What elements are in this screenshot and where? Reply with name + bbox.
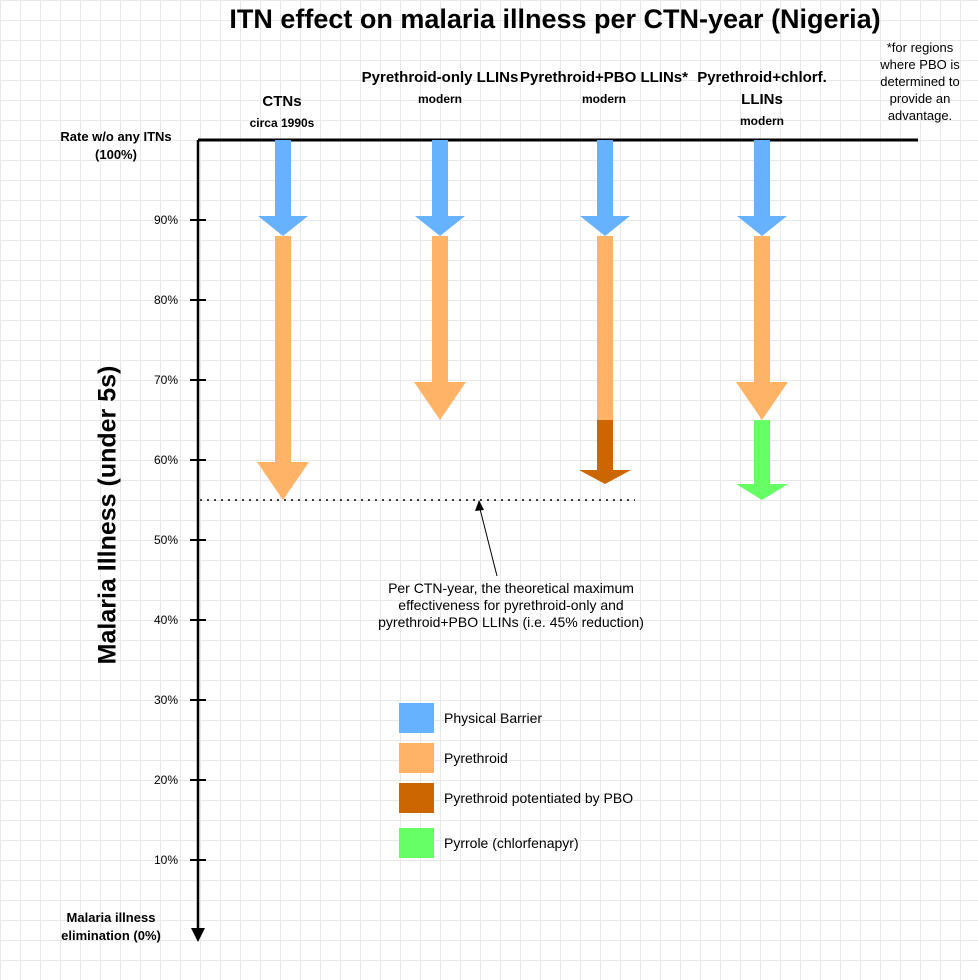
y-tick-label: 60% [153,453,178,467]
legend-label: Physical Barrier [444,710,543,726]
legend-swatch [399,743,434,773]
y-tick-label: 70% [153,373,178,387]
arrow-head-physical-barrier [737,216,787,236]
column-sub: modern [417,92,462,106]
elimination-label: Malaria illness elimination (0%) [61,910,161,943]
y-tick-label: 90% [153,213,178,227]
pbo-footnote: *for regions where PBO is determined to … [880,40,960,123]
effect-arrows [257,140,788,500]
arrow-shaft-pyrrole-chlorfenapyr- [754,420,770,484]
y-tick-label: 20% [153,773,178,787]
arrow-shaft-physical-barrier [432,140,448,216]
y-axis-ticks [190,219,206,861]
column-sub: modern [739,114,784,128]
arrow-shaft-pyrethroid [275,236,291,462]
arrow-head-pyrethroid [257,462,309,500]
arrow-head-pyrrole-chlorfenapyr- [736,484,788,500]
column-name: Pyrethroid+PBO LLINs* [520,69,688,86]
page-title: ITN effect on malaria illness per CTN-ye… [229,4,881,34]
column-name: Pyrethroid+chlorf. LLINs [697,69,827,108]
y-tick-label: 10% [153,853,178,867]
arrow-shaft-physical-barrier [597,140,613,216]
y-axis-arrowhead [191,928,205,942]
max-effect-annotation: Per CTN-year, the theoretical maximum ef… [378,580,644,630]
column-name: Pyrethroid-only LLINs [361,69,519,86]
annotation-pointer-head [475,500,484,511]
column-header-ctns: CTNs circa 1990s [197,91,367,133]
column-header-pyrethroid-chlorf: Pyrethroid+chlorf. LLINs modern [677,67,847,131]
arrow-head-physical-barrier [415,216,465,236]
rate-without-itns-label: Rate w/o any ITNs (100%) [60,129,172,162]
annotation-pointer [478,504,498,577]
legend-label: Pyrrole (chlorfenapyr) [444,835,579,851]
legend-swatch [399,703,434,733]
arrow-shaft-pyrethroid [754,236,770,382]
y-tick-label: 80% [153,293,178,307]
arrow-head-physical-barrier [580,216,630,236]
legend-swatch [399,828,434,858]
arrow-shaft-physical-barrier [754,140,770,216]
y-tick-label: 40% [153,613,178,627]
y-tick-label: 30% [153,693,178,707]
arrow-head-pyrethroid-potentiated-by-pbo [579,470,631,484]
column-sub: circa 1990s [249,116,315,130]
arrow-shaft-pyrethroid [432,236,448,382]
legend-label: Pyrethroid potentiated by PBO [444,790,634,806]
column-sub: modern [581,92,626,106]
arrow-head-physical-barrier [258,216,308,236]
legend-swatch [399,783,434,813]
y-tick-label: 50% [153,533,178,547]
arrow-shaft-pyrethroid-potentiated-by-pbo [597,420,613,470]
legend-label: Pyrethroid [444,750,508,766]
arrow-shaft-pyrethroid [597,236,613,420]
column-name: CTNs [262,93,302,110]
column-header-pyrethroid-pbo: Pyrethroid+PBO LLINs* modern [519,67,689,109]
column-header-pyrethroid-only: Pyrethroid-only LLINs modern [355,67,525,109]
arrow-head-pyrethroid [736,382,788,420]
arrow-shaft-physical-barrier [275,140,291,216]
arrow-head-pyrethroid [414,382,466,420]
